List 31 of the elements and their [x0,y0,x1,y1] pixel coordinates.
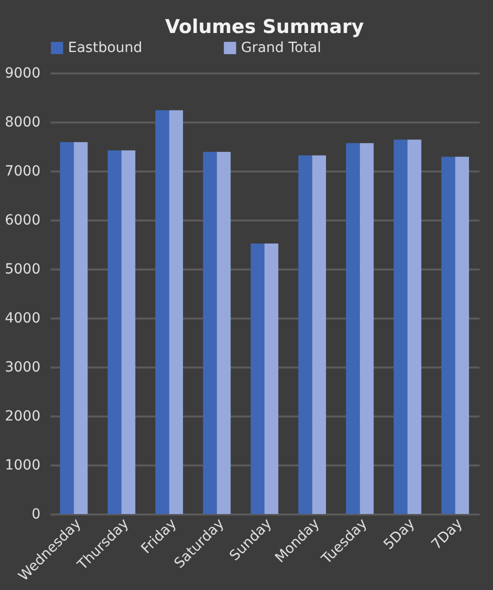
legend-label: Eastbound [68,40,142,56]
bar [250,244,264,514]
bar [60,142,74,514]
bar [169,110,183,514]
bar [203,152,217,514]
y-tick-label: 3000 [4,360,40,376]
y-tick-label: 6000 [4,212,40,228]
bar [394,140,408,514]
y-tick-label: 2000 [4,408,40,424]
y-tick-label: 9000 [4,66,40,82]
bar [298,155,312,514]
bar [408,140,422,514]
y-tick-label: 7000 [4,164,40,180]
legend-label: Grand Total [241,40,322,56]
bar [360,143,374,514]
y-tick-label: 5000 [4,262,40,278]
bar [441,156,456,514]
chart-title: Volumes Summary [165,16,364,38]
bar [155,110,170,514]
bar [312,155,326,514]
bar [455,156,469,514]
y-tick-label: 0 [32,506,40,522]
y-tick-label: 8000 [4,114,40,130]
bar [216,152,231,514]
bar [346,143,360,514]
bar [122,150,136,514]
bar [74,142,88,514]
bar [264,244,278,514]
y-tick-label: 1000 [4,458,40,474]
bar [108,150,122,514]
y-tick-label: 4000 [4,310,40,326]
